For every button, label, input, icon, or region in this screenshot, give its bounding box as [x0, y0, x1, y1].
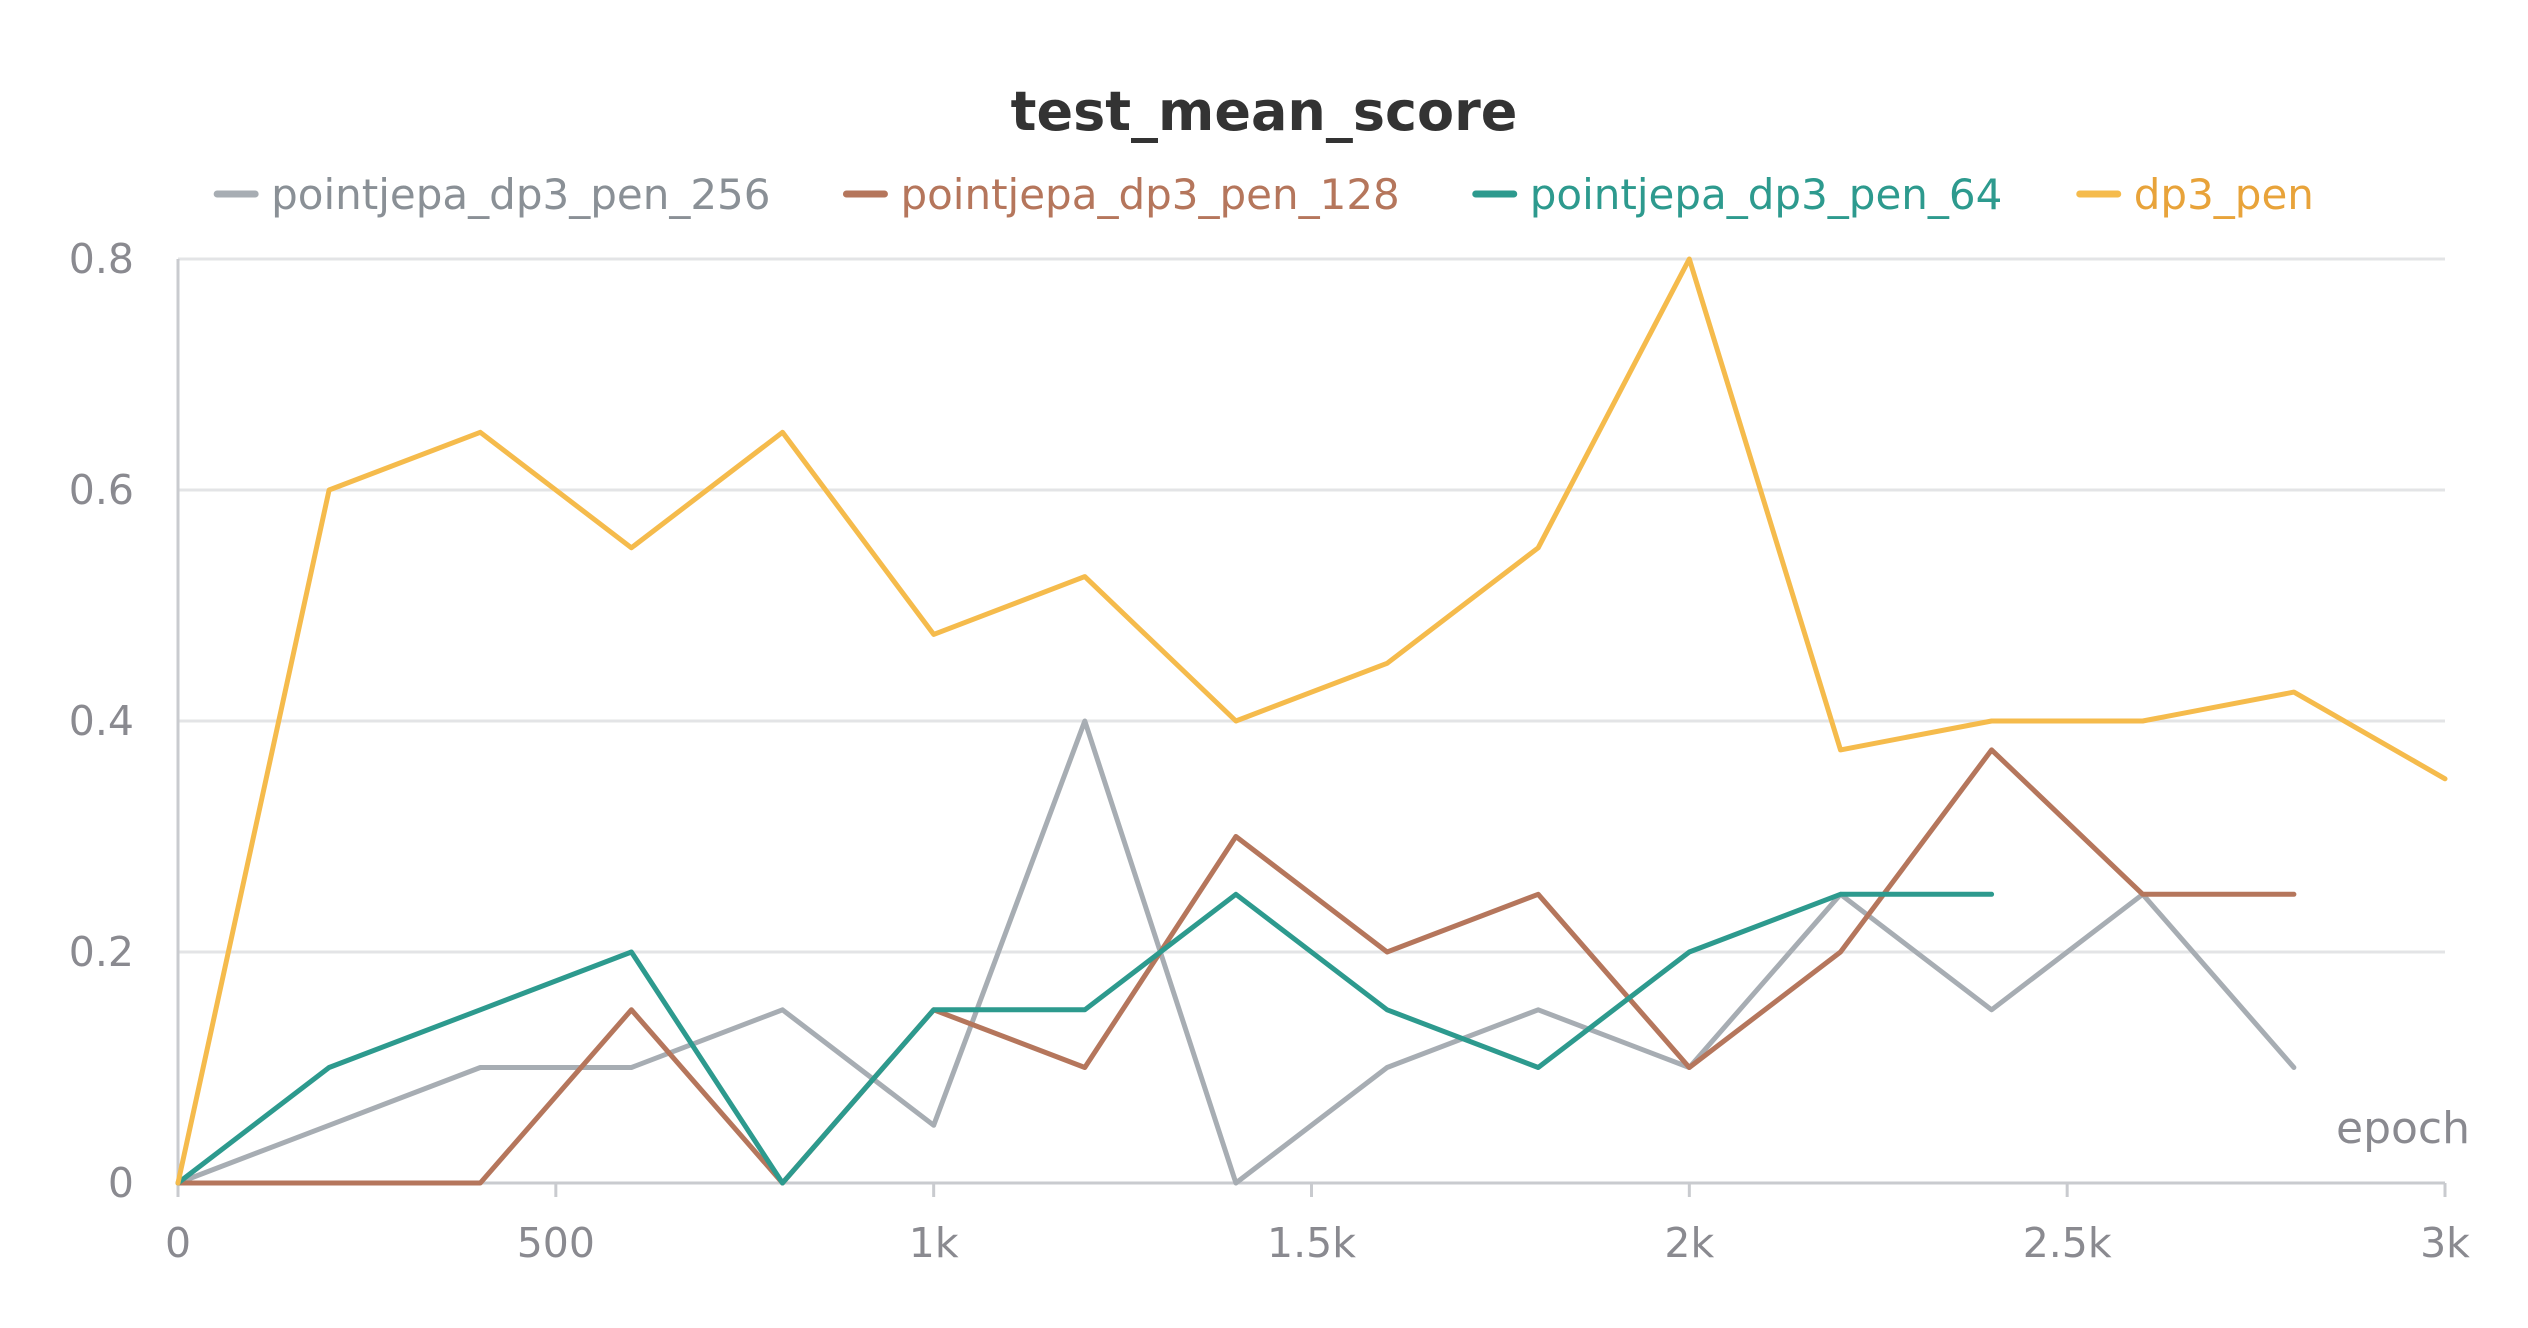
axes: 0 0.2 0.4 0.6 0.8 0 500 1k 1.5k 2k 2.5k 3k	[69, 235, 2470, 1267]
legend-label: pointjepa_dp3_pen_64	[1530, 170, 2003, 219]
y-tick-label: 0	[108, 1159, 134, 1207]
x-tick-label: 2.5k	[2023, 1219, 2112, 1267]
y-tick-label: 0.6	[69, 466, 134, 514]
x-tick-label: 500	[517, 1219, 595, 1267]
y-tick-label: 0.4	[69, 697, 134, 745]
series-line-dp3_pen	[175, 256, 2448, 1186]
y-tick-label: 0.8	[69, 235, 134, 283]
x-tick-label: 1k	[909, 1219, 959, 1267]
legend-label: dp3_pen	[2134, 170, 2314, 219]
legend-item-dp3_pen[interactable]: dp3_pen	[2076, 170, 2314, 219]
x-tick-label: 3k	[2420, 1219, 2470, 1267]
legend-label: pointjepa_dp3_pen_256	[271, 170, 770, 219]
series-lines	[175, 256, 2448, 1186]
series-line-pointjepa_dp3_pen_128	[175, 747, 2297, 1186]
legend: pointjepa_dp3_pen_256 pointjepa_dp3_pen_1…	[213, 170, 2314, 219]
x-axis-title: epoch	[2336, 1103, 2470, 1154]
series-line-pointjepa_dp3_pen_64	[175, 891, 1995, 1186]
series-line-pointjepa_dp3_pen_256	[175, 718, 2297, 1186]
gridlines	[178, 257, 2445, 954]
legend-item-pointjepa_dp3_pen_128[interactable]: pointjepa_dp3_pen_128	[842, 170, 1400, 219]
chart-title: test_mean_score	[1011, 80, 1518, 143]
y-tick-label: 0.2	[69, 928, 134, 976]
legend-item-pointjepa_dp3_pen_256[interactable]: pointjepa_dp3_pen_256	[213, 170, 771, 219]
x-tick-label: 1.5k	[1267, 1219, 1356, 1267]
legend-label: pointjepa_dp3_pen_128	[900, 170, 1399, 219]
x-tick-label: 2k	[1664, 1219, 1714, 1267]
legend-item-pointjepa_dp3_pen_64[interactable]: pointjepa_dp3_pen_64	[1472, 170, 2003, 219]
x-tick-label: 0	[165, 1219, 191, 1267]
